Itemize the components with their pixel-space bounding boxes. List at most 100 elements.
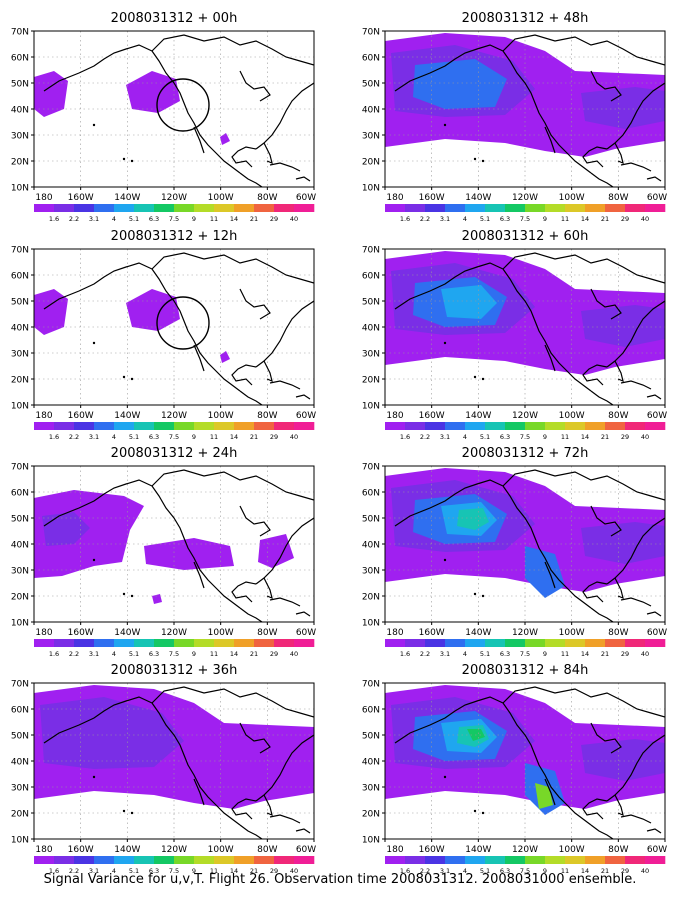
coastline xyxy=(263,142,273,164)
colorbar-swatch xyxy=(74,204,95,212)
coastline xyxy=(606,517,665,585)
lat-label: 20N xyxy=(362,593,380,603)
colorbar-label: 1.6 xyxy=(49,650,59,658)
variance-contour xyxy=(535,783,553,809)
colorbar-swatch xyxy=(214,639,235,647)
colorbar-swatch xyxy=(545,422,566,430)
lat-label: 20N xyxy=(11,376,29,386)
island xyxy=(122,592,126,596)
colorbar-swatch xyxy=(585,639,606,647)
colorbar-label: 5.1 xyxy=(480,433,490,441)
colorbar-swatch xyxy=(545,856,566,864)
colorbar-swatch xyxy=(425,639,446,647)
lon-label: 120W xyxy=(512,193,538,203)
lon-label: 120W xyxy=(161,845,187,855)
lon-label: 80W xyxy=(257,845,277,855)
lon-label: 120W xyxy=(161,411,187,421)
colorbar-label: 7.5 xyxy=(520,650,530,658)
colorbar-label: 14 xyxy=(230,433,238,441)
coastline xyxy=(151,34,314,66)
colorbar-swatch xyxy=(214,856,235,864)
colorbar-label: 40 xyxy=(641,650,649,658)
coastline xyxy=(151,252,314,284)
colorbar-label: 1.6 xyxy=(400,867,410,875)
coastline xyxy=(239,505,271,537)
lon-label: 180 xyxy=(35,628,52,638)
lat-label: 10N xyxy=(362,184,380,194)
colorbar-label: 11 xyxy=(210,867,218,875)
lat-label: 50N xyxy=(11,298,29,308)
coastline xyxy=(269,162,301,172)
colorbar-swatch xyxy=(425,856,446,864)
lon-label: 140W xyxy=(465,628,491,638)
coastline xyxy=(255,517,314,585)
colorbar: 1.6 2.2 3.1 4 5.1 6.3 7.5 9 11 14 21 29 40 xyxy=(385,204,666,223)
colorbar-swatch xyxy=(505,204,526,212)
variance-contour xyxy=(581,305,665,347)
colorbar-label: 1.6 xyxy=(400,650,410,658)
coastline xyxy=(590,288,622,320)
colorbar-swatch xyxy=(194,639,215,647)
coastline xyxy=(606,734,665,802)
variance-contour xyxy=(581,739,665,781)
lat-label: 20N xyxy=(11,158,29,168)
lon-label: 160W xyxy=(68,628,94,638)
lat-label: 70N xyxy=(11,463,29,473)
coastline xyxy=(255,82,314,150)
lat-label: 70N xyxy=(362,28,380,38)
colorbar-label: 9 xyxy=(192,867,196,875)
colorbar-label: 9 xyxy=(543,433,547,441)
island xyxy=(473,375,477,379)
panel-map-area xyxy=(385,249,665,405)
colorbar: 1.6 2.2 3.1 4 5.1 6.3 7.5 9 11 14 21 29 40 xyxy=(34,422,315,441)
lon-label: 140W xyxy=(114,628,140,638)
variance-contour xyxy=(457,508,489,530)
lat-label: 70N xyxy=(362,463,380,473)
colorbar-label: 6.3 xyxy=(149,215,159,223)
colorbar-swatch xyxy=(405,856,426,864)
panel-title: 2008031312 + 12h xyxy=(111,229,238,244)
lat-label: 10N xyxy=(11,836,29,846)
island xyxy=(92,558,96,562)
colorbar-label: 4 xyxy=(112,867,116,875)
coastline xyxy=(502,268,592,392)
colorbar-swatch xyxy=(34,639,55,647)
island xyxy=(443,775,447,779)
colorbar-label: 29 xyxy=(621,433,629,441)
colorbar: 1.6 2.2 3.1 4 5.1 6.3 7.5 9 11 14 21 29 40 xyxy=(34,856,315,875)
colorbar-swatch xyxy=(645,856,666,864)
map-panel: 2008031312 + 72h 70N 60N 50N 40N 30N 20N 10N 180… xyxy=(362,446,667,658)
colorbar-label: 5.1 xyxy=(480,650,490,658)
island xyxy=(130,159,134,163)
island xyxy=(130,377,134,381)
colorbar-swatch xyxy=(585,856,606,864)
colorbar-swatch xyxy=(625,639,646,647)
colorbar-label: 11 xyxy=(210,650,218,658)
lon-label: 60W xyxy=(296,845,316,855)
colorbar-swatch xyxy=(154,639,175,647)
lat-label: 70N xyxy=(362,246,380,256)
lon-label: 120W xyxy=(161,628,187,638)
colorbar-swatch xyxy=(174,856,195,864)
lat-label: 60N xyxy=(362,706,380,716)
lon-label: 140W xyxy=(465,845,491,855)
lat-label: 50N xyxy=(362,298,380,308)
colorbar-swatch xyxy=(74,856,95,864)
lon-label: 180 xyxy=(386,628,403,638)
colorbar-label: 2.2 xyxy=(69,867,79,875)
coastline xyxy=(544,126,556,154)
variance-contour xyxy=(258,534,294,568)
coastline xyxy=(614,360,624,382)
lat-label: 50N xyxy=(11,515,29,525)
lat-label: 70N xyxy=(362,680,380,690)
colorbar-label: 21 xyxy=(601,433,609,441)
lat-label: 60N xyxy=(362,489,380,499)
panel-title: 2008031312 + 24h xyxy=(111,446,238,461)
colorbar-swatch xyxy=(154,204,175,212)
lat-label: 70N xyxy=(11,28,29,38)
lon-label: 120W xyxy=(512,845,538,855)
coastline xyxy=(43,696,153,744)
lon-label: 180 xyxy=(35,193,52,203)
lat-label: 10N xyxy=(362,836,380,846)
